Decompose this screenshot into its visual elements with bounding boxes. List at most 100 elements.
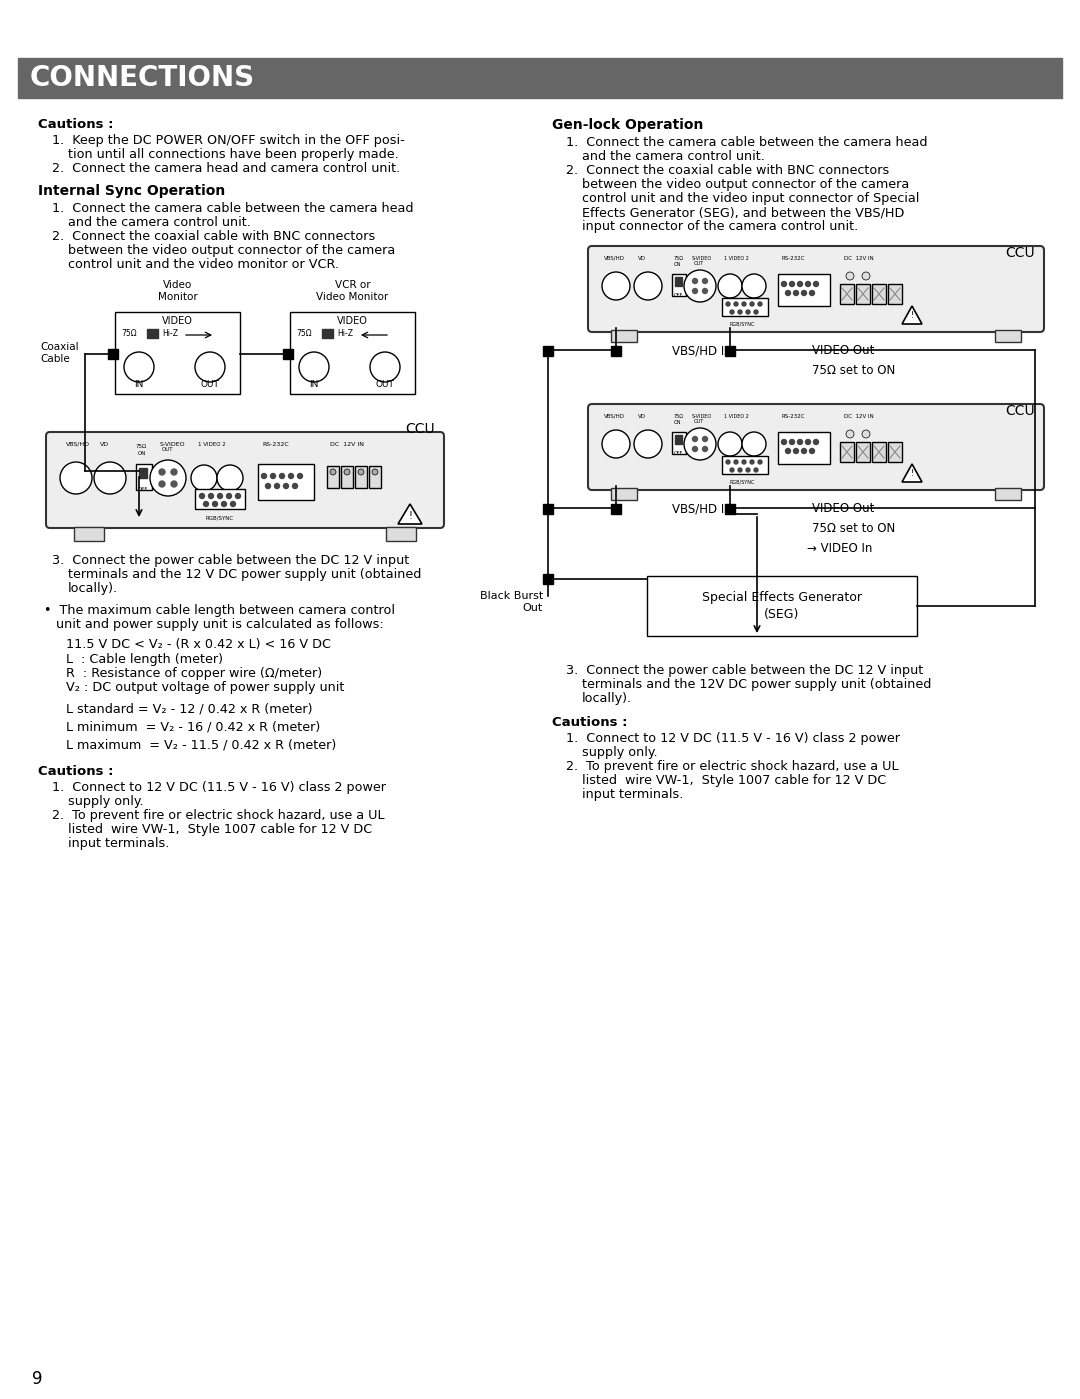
Text: Special Effects Generator: Special Effects Generator bbox=[702, 590, 862, 604]
Circle shape bbox=[750, 460, 754, 464]
Text: between the video output connector of the camera: between the video output connector of th… bbox=[68, 243, 395, 257]
Text: 2.  To prevent fire or electric shock hazard, use a UL: 2. To prevent fire or electric shock haz… bbox=[566, 760, 899, 774]
Circle shape bbox=[230, 501, 235, 506]
Circle shape bbox=[738, 311, 742, 313]
Circle shape bbox=[266, 484, 270, 488]
Circle shape bbox=[159, 469, 165, 476]
Text: Hi-Z: Hi-Z bbox=[162, 329, 178, 339]
Text: OFF: OFF bbox=[674, 450, 684, 456]
Circle shape bbox=[785, 449, 791, 453]
Text: supply only.: supply only. bbox=[68, 795, 144, 809]
Bar bbox=[888, 442, 902, 462]
Text: control unit and the video input connector of Special: control unit and the video input connect… bbox=[582, 192, 919, 206]
Circle shape bbox=[813, 281, 819, 287]
Text: input terminals.: input terminals. bbox=[582, 788, 684, 802]
Circle shape bbox=[203, 501, 208, 506]
Text: input terminals.: input terminals. bbox=[68, 837, 170, 851]
Circle shape bbox=[702, 288, 707, 294]
Bar bbox=[647, 576, 917, 637]
Bar bbox=[195, 490, 245, 509]
Circle shape bbox=[718, 432, 742, 456]
Bar bbox=[856, 442, 870, 462]
Text: VBS/HD: VBS/HD bbox=[604, 414, 625, 418]
Circle shape bbox=[261, 473, 267, 478]
Circle shape bbox=[801, 449, 807, 453]
Bar bbox=[355, 466, 367, 488]
Text: RS-232C: RS-232C bbox=[262, 442, 288, 448]
Circle shape bbox=[702, 436, 707, 442]
Text: RS-232C: RS-232C bbox=[782, 256, 806, 262]
Circle shape bbox=[738, 469, 742, 471]
Text: between the video output connector of the camera: between the video output connector of th… bbox=[582, 178, 909, 192]
Text: VIDEO: VIDEO bbox=[337, 316, 368, 326]
Text: CONNECTIONS: CONNECTIONS bbox=[30, 64, 255, 92]
Circle shape bbox=[846, 429, 854, 438]
Circle shape bbox=[742, 460, 746, 464]
Bar bbox=[872, 284, 886, 304]
Circle shape bbox=[602, 271, 630, 299]
Text: VD: VD bbox=[638, 256, 646, 262]
Circle shape bbox=[806, 439, 810, 445]
Text: 75Ω: 75Ω bbox=[121, 329, 137, 339]
Circle shape bbox=[330, 469, 336, 476]
Circle shape bbox=[602, 429, 630, 457]
Circle shape bbox=[801, 291, 807, 295]
Circle shape bbox=[734, 460, 738, 464]
Text: V₂ : DC output voltage of power supply unit: V₂ : DC output voltage of power supply u… bbox=[66, 681, 345, 694]
Text: 75Ω set to ON: 75Ω set to ON bbox=[812, 364, 895, 376]
Circle shape bbox=[758, 460, 762, 464]
Bar bbox=[291, 312, 415, 395]
Circle shape bbox=[813, 439, 819, 445]
Text: RGB/SYNC: RGB/SYNC bbox=[205, 516, 233, 520]
Text: 1 VIDEO 2: 1 VIDEO 2 bbox=[724, 256, 748, 262]
Circle shape bbox=[797, 439, 802, 445]
Bar bbox=[18, 57, 1062, 98]
Text: CCU: CCU bbox=[405, 422, 435, 436]
Bar bbox=[369, 466, 381, 488]
Circle shape bbox=[692, 278, 698, 284]
Circle shape bbox=[692, 288, 698, 294]
Circle shape bbox=[742, 432, 766, 456]
Bar bbox=[856, 284, 870, 304]
Circle shape bbox=[810, 291, 814, 295]
Text: OUT: OUT bbox=[162, 448, 174, 452]
Text: RGB/SYNC: RGB/SYNC bbox=[730, 480, 755, 485]
Circle shape bbox=[200, 494, 204, 498]
Text: 1.  Connect the camera cable between the camera head: 1. Connect the camera cable between the … bbox=[566, 136, 928, 150]
Bar bbox=[725, 504, 735, 513]
Circle shape bbox=[742, 274, 766, 298]
Circle shape bbox=[782, 281, 786, 287]
Circle shape bbox=[217, 464, 243, 491]
Text: CCU: CCU bbox=[1005, 246, 1035, 260]
FancyBboxPatch shape bbox=[46, 432, 444, 527]
Bar bbox=[283, 348, 293, 360]
Circle shape bbox=[750, 302, 754, 306]
Circle shape bbox=[283, 484, 288, 488]
Text: listed  wire VW-1,  Style 1007 cable for 12 V DC: listed wire VW-1, Style 1007 cable for 1… bbox=[582, 774, 887, 788]
Bar bbox=[778, 274, 831, 306]
Bar bbox=[322, 329, 333, 339]
Circle shape bbox=[345, 469, 350, 476]
Text: Black Burst: Black Burst bbox=[480, 590, 543, 602]
Circle shape bbox=[742, 302, 746, 306]
Circle shape bbox=[684, 428, 716, 460]
Text: 3.  Connect the power cable between the DC 12 V input: 3. Connect the power cable between the D… bbox=[566, 665, 923, 677]
Text: OUT: OUT bbox=[694, 418, 704, 424]
Circle shape bbox=[124, 353, 154, 382]
Circle shape bbox=[274, 484, 280, 488]
Text: VD: VD bbox=[100, 442, 109, 448]
Bar bbox=[611, 346, 621, 355]
Text: S-VIDEO: S-VIDEO bbox=[692, 414, 712, 418]
Bar bbox=[611, 504, 621, 513]
Circle shape bbox=[789, 439, 795, 445]
Bar bbox=[258, 464, 314, 499]
Text: 75Ω: 75Ω bbox=[296, 329, 312, 339]
Circle shape bbox=[208, 494, 214, 498]
Bar bbox=[136, 464, 152, 490]
Text: Cautions :: Cautions : bbox=[38, 765, 113, 778]
Circle shape bbox=[746, 469, 750, 471]
Circle shape bbox=[634, 271, 662, 299]
Circle shape bbox=[726, 460, 730, 464]
Text: Video: Video bbox=[163, 280, 192, 290]
Text: and the camera control unit.: and the camera control unit. bbox=[582, 150, 765, 164]
